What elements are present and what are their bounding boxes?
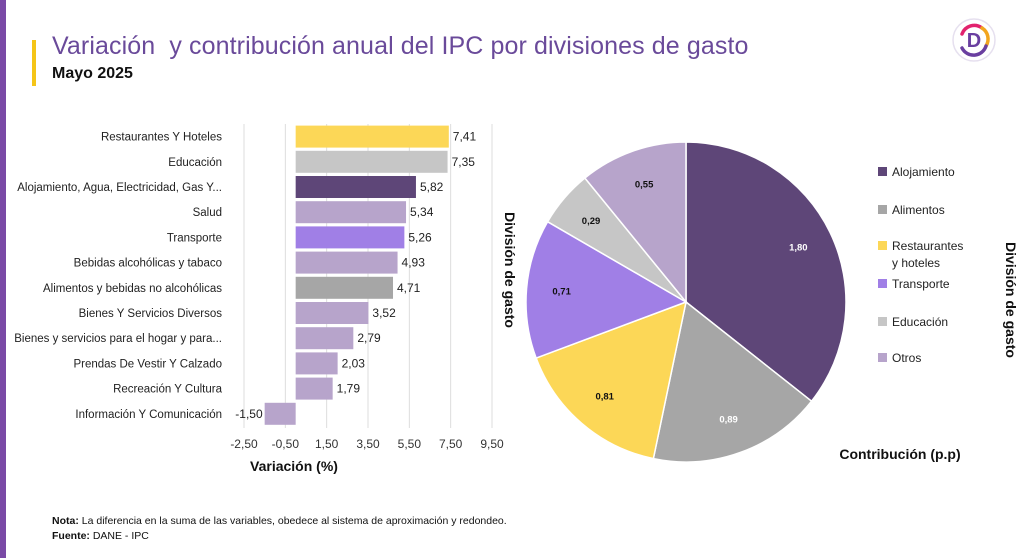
pie-legend-swatch <box>878 279 887 288</box>
bar-category-label: Prendas De Vestir Y Calzado <box>73 358 222 370</box>
pie-legend-label: Otros <box>892 351 921 365</box>
bar <box>295 352 338 375</box>
bar-data-label: 3,52 <box>372 306 396 320</box>
pie-slice <box>685 141 847 403</box>
source-label: Fuente: <box>52 530 90 542</box>
pie-slice <box>535 300 688 460</box>
bar-xtick-label: 7,50 <box>439 437 463 451</box>
bar-data-label: 2,79 <box>357 331 381 345</box>
bar-x-axis-title: Variación (%) <box>250 458 338 474</box>
bar <box>295 201 407 224</box>
pie-legend-label: Educación <box>892 315 948 329</box>
bar-data-label: 4,71 <box>397 281 421 295</box>
pie-data-label: 0,89 <box>719 414 738 425</box>
footnote: Nota: La diferencia en la suma de las va… <box>52 514 507 544</box>
page-title: Variación y contribución anual del IPC p… <box>52 32 749 60</box>
bar-data-label: 5,34 <box>410 205 434 219</box>
note-label: Nota: <box>52 515 79 527</box>
bar-xtick-label: -2,50 <box>230 437 258 451</box>
bar <box>295 125 449 148</box>
bar <box>295 276 394 299</box>
brand-d-logo-icon: D <box>952 18 996 62</box>
bar-category-label: Educación <box>168 157 222 169</box>
left-accent-stripe <box>0 0 6 558</box>
pie-data-label: 1,80 <box>789 243 808 254</box>
bar <box>295 327 354 350</box>
pie-legend-label: Transporte <box>892 277 950 291</box>
pie-legend-swatch <box>878 167 887 176</box>
bar <box>295 251 398 274</box>
source-text: DANE - IPC <box>89 530 149 542</box>
pie-data-label: 0,71 <box>552 287 571 298</box>
title-accent-bar <box>32 40 36 86</box>
note-text: La diferencia en la suma de las variable… <box>78 515 507 527</box>
bar-category-label: Bebidas alcohólicas y tabaco <box>74 258 222 270</box>
pie-legend-label: Alojamiento <box>892 165 955 179</box>
svg-text:D: D <box>967 30 981 52</box>
bar-data-label: 2,03 <box>342 356 366 370</box>
bar-xtick-label: 3,50 <box>356 437 380 451</box>
page-subtitle: Mayo 2025 <box>52 65 133 82</box>
bar-category-label: Restaurantes Y Hoteles <box>101 132 222 144</box>
bar-xtick-label: 9,50 <box>480 437 504 451</box>
pie-legend-swatch <box>878 353 887 362</box>
pie-data-label: 0,29 <box>582 216 601 227</box>
bar-data-label: 5,26 <box>408 230 432 244</box>
pie-legend-title: División de gasto <box>1003 242 1019 358</box>
pie-legend-label: Restaurantes <box>892 239 963 253</box>
bar <box>295 226 405 249</box>
pie-legend-label: Alimentos <box>892 203 945 217</box>
bar-data-label: 5,82 <box>420 180 444 194</box>
bar-category-label: Información Y Comunicación <box>75 409 222 421</box>
pie-legend-swatch <box>878 317 887 326</box>
pie-axis-title: Contribución (p.p) <box>839 446 960 462</box>
bar-xtick-label: 5,50 <box>398 437 422 451</box>
source-line: Fuente: DANE - IPC <box>52 529 507 544</box>
bar <box>295 377 333 400</box>
bar <box>295 176 416 198</box>
bar-data-label: 7,35 <box>452 155 476 169</box>
bar-data-label: 4,93 <box>402 256 426 270</box>
pie-legend-swatch <box>878 241 887 250</box>
bar-category-label: Alimentos y bebidas no alcohólicas <box>43 283 222 295</box>
bar-category-label: Bienes y servicios para el hogar y para.… <box>14 333 222 345</box>
pie-data-label: 0,55 <box>635 179 654 190</box>
bar-data-label: 7,41 <box>453 130 477 144</box>
pie-legend-label: y hoteles <box>892 256 940 270</box>
bar-category-label: Alojamiento, Agua, Electricidad, Gas Y..… <box>17 182 222 194</box>
bar <box>264 402 296 425</box>
pie-slice <box>525 220 688 359</box>
bar <box>295 150 448 173</box>
bar-xtick-label: -0,50 <box>272 437 300 451</box>
bar-category-label: Bienes Y Servicios Diversos <box>79 308 223 320</box>
bar-data-label: -1,50 <box>235 407 263 421</box>
pie-slice <box>652 300 813 463</box>
pie-slice <box>583 141 687 305</box>
bar <box>295 302 369 324</box>
bar-category-label: Transporte <box>167 232 222 244</box>
bar-xtick-label: 1,50 <box>315 437 339 451</box>
pie-legend-swatch <box>878 205 887 214</box>
bar-data-label: 1,79 <box>337 382 361 396</box>
bar-category-label: Salud <box>193 207 222 219</box>
bar-category-label: Recreación Y Cultura <box>113 384 222 396</box>
bar-y-axis-title: División de gasto <box>502 212 518 328</box>
pie-data-label: 0,81 <box>595 392 614 403</box>
note-line: Nota: La diferencia en la suma de las va… <box>52 514 507 529</box>
